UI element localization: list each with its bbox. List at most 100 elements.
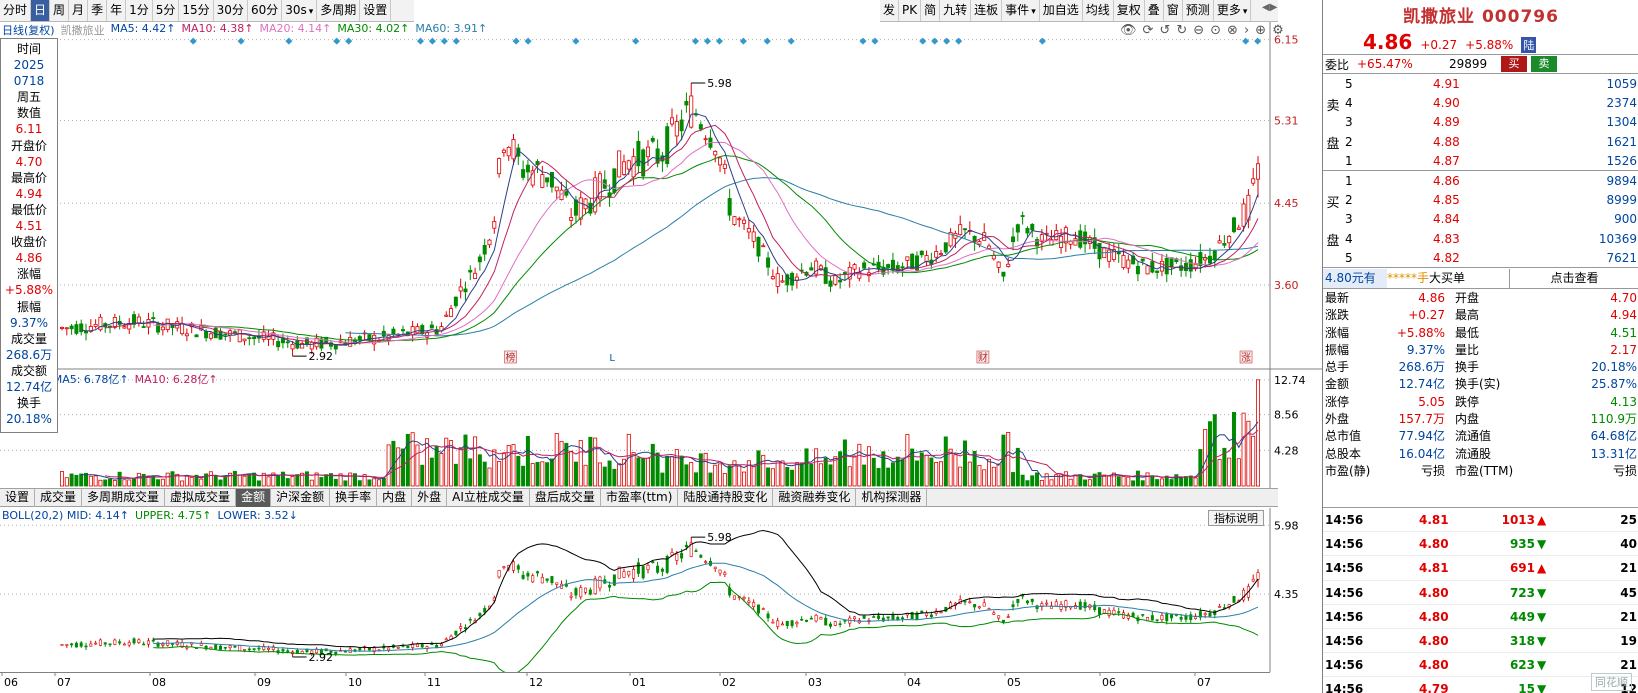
indicator-tab-8[interactable]: 外盘	[412, 489, 448, 507]
candle-body[interactable]	[1011, 236, 1016, 243]
candle-body[interactable]	[1006, 263, 1011, 267]
refresh-icon[interactable]: ⟳	[1142, 23, 1154, 38]
indicator-tab-2[interactable]: 多周期成交量	[82, 489, 166, 507]
candle-body[interactable]	[914, 255, 919, 271]
candle-body[interactable]	[670, 117, 675, 125]
candle-body[interactable]	[132, 314, 137, 325]
indicator-tab-6[interactable]: 换手率	[330, 489, 378, 507]
candle-body[interactable]	[290, 343, 295, 350]
candle-body[interactable]	[237, 329, 242, 343]
indicator-tab-9[interactable]: AI立桩成交量	[447, 489, 530, 507]
period-button-1[interactable]: 日	[31, 0, 51, 21]
book-row[interactable]: 1 4.86 9894	[1343, 172, 1638, 191]
candle-body[interactable]	[703, 138, 708, 141]
tick-row[interactable]: 14:56 4.80 623 ▼ 21	[1323, 653, 1638, 678]
candle-body[interactable]	[492, 221, 497, 229]
indicator-tab-0[interactable]: 设置	[0, 489, 36, 507]
candle-body[interactable]	[93, 323, 98, 327]
candle-body[interactable]	[1107, 249, 1112, 262]
period-button-8[interactable]: 15分	[179, 0, 214, 21]
indicator-tab-3[interactable]: 虚拟成交量	[165, 489, 237, 507]
candle-body[interactable]	[372, 334, 377, 345]
candle-body[interactable]	[1140, 258, 1145, 262]
tool-button-6[interactable]: 加自选	[1040, 0, 1083, 21]
candle-body[interactable]	[1217, 240, 1222, 244]
candle-body[interactable]	[766, 257, 771, 268]
indicator-tab-12[interactable]: 陆股通持股变化	[678, 489, 774, 507]
boll-chart[interactable]: 5.98 4.35 5.98 2.92	[0, 508, 1322, 672]
add-indicator-icon[interactable]: ⊕	[1255, 23, 1267, 38]
indicator-tab-7[interactable]: 内盘	[377, 489, 413, 507]
tick-row[interactable]: 14:56 4.80 318 ▼ 19	[1323, 629, 1638, 654]
event-diamond-icon[interactable]	[333, 37, 341, 45]
candle-body[interactable]	[1145, 265, 1150, 275]
tool-button-4[interactable]: 连板	[971, 0, 1003, 21]
candle-body[interactable]	[617, 150, 622, 178]
candle-body[interactable]	[761, 245, 766, 248]
candle-body[interactable]	[722, 163, 727, 169]
candle-body[interactable]	[357, 336, 362, 341]
event-diamond-icon[interactable]	[428, 37, 436, 45]
candle-body[interactable]	[410, 326, 415, 336]
candle-body[interactable]	[593, 177, 598, 213]
candle-body[interactable]	[1126, 259, 1131, 269]
candle-body[interactable]	[204, 330, 209, 339]
candle-body[interactable]	[890, 259, 895, 271]
candle-body[interactable]	[636, 140, 641, 167]
candle-body[interactable]	[828, 280, 833, 287]
candle-body[interactable]	[1135, 265, 1140, 275]
candle-body[interactable]	[468, 269, 473, 273]
indicator-tab-5[interactable]: 沪深金额	[271, 489, 331, 507]
candle-body[interactable]	[151, 317, 156, 320]
candle-body[interactable]	[674, 121, 679, 137]
candle-body[interactable]	[751, 231, 756, 242]
candle-body[interactable]	[573, 199, 578, 216]
candle-body[interactable]	[559, 189, 564, 200]
eye-icon[interactable]: 👁	[1120, 23, 1137, 38]
candle-body[interactable]	[1236, 227, 1241, 230]
tool-button-0[interactable]: 发	[880, 0, 900, 21]
candle-body[interactable]	[88, 326, 93, 332]
candle-body[interactable]	[727, 198, 732, 216]
indicator-tab-4[interactable]: 金额	[236, 489, 272, 507]
candle-body[interactable]	[910, 253, 915, 270]
candle-body[interactable]	[280, 338, 285, 344]
chevron-right-icon[interactable]: ›	[1243, 23, 1250, 38]
candle-body[interactable]	[1001, 271, 1006, 277]
tool-button-9[interactable]: 叠	[1145, 0, 1164, 21]
candle-body[interactable]	[420, 325, 425, 335]
candle-body[interactable]	[905, 256, 910, 261]
candle-body[interactable]	[477, 256, 482, 263]
candle-body[interactable]	[833, 275, 838, 285]
candle-body[interactable]	[300, 342, 305, 349]
candle-body[interactable]	[285, 341, 290, 344]
candle-body[interactable]	[597, 173, 602, 200]
candle-body[interactable]	[549, 171, 554, 188]
candle-body[interactable]	[463, 288, 468, 293]
period-button-12[interactable]: 多周期	[317, 0, 361, 21]
candle-body[interactable]	[276, 341, 281, 348]
candle-body[interactable]	[1039, 234, 1044, 242]
candle-body[interactable]	[74, 324, 79, 334]
candle-body[interactable]	[545, 177, 550, 183]
candle-body[interactable]	[655, 148, 660, 164]
candle-body[interactable]	[180, 323, 185, 335]
candle-body[interactable]	[184, 333, 189, 337]
indicator-tab-1[interactable]: 成交量	[35, 489, 83, 507]
candle-body[interactable]	[1083, 231, 1088, 245]
candle-body[interactable]	[232, 331, 237, 334]
candle-body[interactable]	[665, 126, 670, 165]
candle-body[interactable]	[208, 333, 213, 339]
close-indicator-icon[interactable]: ⊗	[1227, 23, 1238, 38]
volume-chart[interactable]: 12.74 8.56 4.28	[0, 370, 1322, 488]
undo-icon[interactable]: ↺	[1159, 23, 1171, 38]
candle-body[interactable]	[1030, 224, 1035, 231]
redo-icon[interactable]: ↻	[1176, 23, 1188, 38]
candle-body[interactable]	[540, 174, 545, 188]
candle-body[interactable]	[770, 276, 775, 280]
candle-body[interactable]	[977, 241, 982, 245]
candle-body[interactable]	[156, 323, 161, 333]
book-row[interactable]: 2 4.85 8999	[1343, 191, 1638, 210]
candle-body[interactable]	[252, 336, 257, 339]
candle-body[interactable]	[742, 219, 747, 224]
